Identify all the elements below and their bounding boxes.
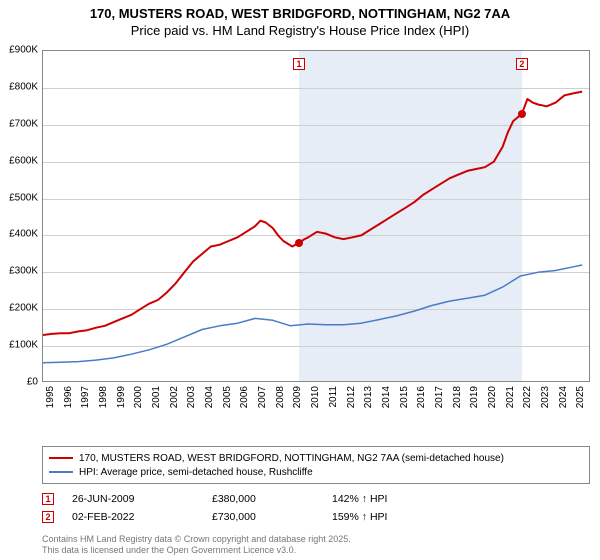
x-axis-label: 1997 [80,386,91,408]
x-axis-label: 1998 [98,386,109,408]
x-axis-label: 2023 [540,386,551,408]
x-axis-label: 2024 [558,386,569,408]
legend-label-property: 170, MUSTERS ROAD, WEST BRIDGFORD, NOTTI… [79,453,504,464]
sale-date-1: 26-JUN-2009 [72,493,212,505]
x-axis-label: 2006 [239,386,250,408]
y-axis-label: £300K [0,266,38,277]
y-axis-label: £700K [0,118,38,129]
sale-price-1: £380,000 [212,493,332,505]
legend-area: 170, MUSTERS ROAD, WEST BRIDGFORD, NOTTI… [42,446,590,526]
legend-box: 170, MUSTERS ROAD, WEST BRIDGFORD, NOTTI… [42,446,590,484]
sale-marker-2: 2 [42,511,54,523]
x-axis-label: 2020 [487,386,498,408]
x-axis-label: 2013 [363,386,374,408]
chart-svg [43,51,591,383]
plot-region: 12 [42,50,590,382]
x-axis-label: 2014 [381,386,392,408]
sale-row-2: 2 02-FEB-2022 £730,000 159% ↑ HPI [42,508,590,526]
y-axis-label: £0 [0,377,38,388]
line-hpi [43,265,582,363]
x-axis-label: 2008 [275,386,286,408]
x-axis-label: 2015 [399,386,410,408]
x-axis-label: 2002 [169,386,180,408]
legend-label-hpi: HPI: Average price, semi-detached house,… [79,467,313,478]
chart-title-address: 170, MUSTERS ROAD, WEST BRIDGFORD, NOTTI… [0,6,600,21]
sale-marker-1: 1 [42,493,54,505]
x-axis-label: 2025 [575,386,586,408]
x-axis-label: 2021 [505,386,516,408]
footer: Contains HM Land Registry data © Crown c… [42,534,351,557]
y-axis-label: £400K [0,229,38,240]
y-axis-label: £600K [0,155,38,166]
x-axis-label: 1996 [63,386,74,408]
x-axis-label: 2017 [434,386,445,408]
sale-hpi-2: 159% ↑ HPI [332,511,492,523]
x-axis-label: 2005 [222,386,233,408]
sale-date-2: 02-FEB-2022 [72,511,212,523]
y-axis-label: £100K [0,340,38,351]
chart-marker-1: 1 [293,58,305,70]
sale-dot-2 [518,110,526,118]
legend-swatch-hpi [49,471,73,473]
x-axis-label: 2010 [310,386,321,408]
x-axis-label: 2018 [452,386,463,408]
x-axis-label: 2004 [204,386,215,408]
chart-marker-2: 2 [516,58,528,70]
chart-title-block: 170, MUSTERS ROAD, WEST BRIDGFORD, NOTTI… [0,0,600,38]
y-axis-label: £200K [0,303,38,314]
footer-line2: This data is licensed under the Open Gov… [42,545,351,556]
x-axis-label: 2012 [346,386,357,408]
chart-area: 12 £0£100K£200K£300K£400K£500K£600K£700K… [42,50,590,412]
x-axis-label: 2003 [186,386,197,408]
x-axis-label: 2007 [257,386,268,408]
sale-row-1: 1 26-JUN-2009 £380,000 142% ↑ HPI [42,490,590,508]
x-axis-label: 2019 [469,386,480,408]
sale-price-2: £730,000 [212,511,332,523]
x-axis-label: 1999 [116,386,127,408]
x-axis-label: 1995 [45,386,56,408]
x-axis-label: 2000 [133,386,144,408]
sale-dot-1 [295,239,303,247]
sales-table: 1 26-JUN-2009 £380,000 142% ↑ HPI 2 02-F… [42,490,590,526]
legend-swatch-property [49,457,73,459]
x-axis-label: 2001 [151,386,162,408]
x-axis-label: 2016 [416,386,427,408]
footer-line1: Contains HM Land Registry data © Crown c… [42,534,351,545]
y-axis-label: £800K [0,81,38,92]
legend-row-hpi: HPI: Average price, semi-detached house,… [49,465,583,479]
line-property [43,92,582,335]
x-axis-label: 2011 [328,386,339,408]
y-axis-label: £500K [0,192,38,203]
chart-subtitle: Price paid vs. HM Land Registry's House … [0,23,600,38]
x-axis-label: 2009 [292,386,303,408]
y-axis-label: £900K [0,45,38,56]
x-axis-label: 2022 [522,386,533,408]
legend-row-property: 170, MUSTERS ROAD, WEST BRIDGFORD, NOTTI… [49,451,583,465]
sale-hpi-1: 142% ↑ HPI [332,493,492,505]
